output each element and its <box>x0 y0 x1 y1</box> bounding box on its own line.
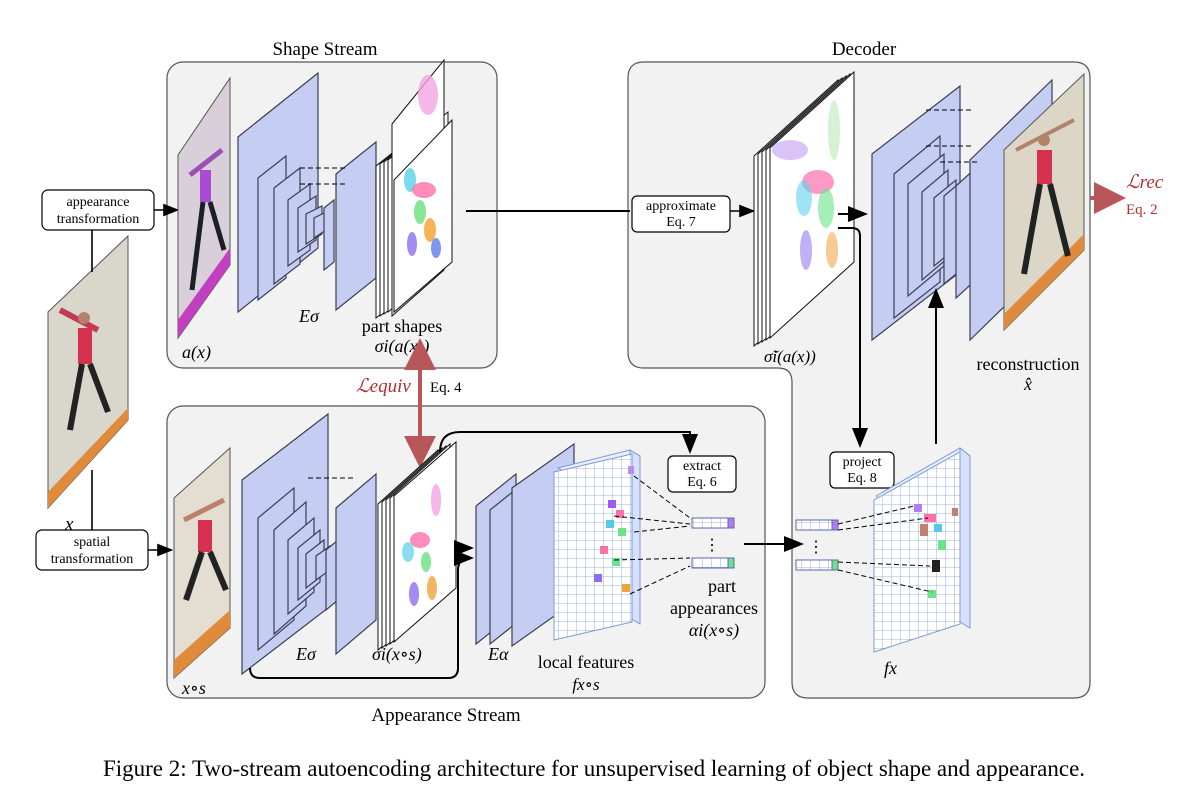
spatially-transformed-image <box>173 446 231 680</box>
loss-equiv-eq: Eq. 4 <box>430 380 462 396</box>
approximate-line2: Eq. 7 <box>666 215 696 230</box>
e-sigma-top-label: Eσ <box>298 306 320 326</box>
decoder-title: Decoder <box>832 39 897 60</box>
project-line1: project <box>843 455 882 470</box>
encoder-e-sigma-bottom <box>241 412 377 676</box>
reconstruction-label: reconstruction <box>977 354 1080 374</box>
approximated-shape-blobs <box>772 100 840 270</box>
appearance-transformation-line2: transformation <box>57 212 139 227</box>
loss-rec-eq: Eq. 2 <box>1126 202 1158 218</box>
vdots-appearance: ⋮ <box>704 537 720 554</box>
extract-line2: Eq. 6 <box>687 475 717 490</box>
vdots-decoder: ⋮ <box>808 539 824 556</box>
sigma-tilde-label: σ̃i(a(x)) <box>764 347 816 366</box>
a-of-x-label: a(x) <box>182 342 211 363</box>
extract-box <box>667 455 737 493</box>
part-shape-blobs-top <box>404 75 441 258</box>
project-line2: Eq. 8 <box>847 471 877 486</box>
x-hat-label: x̂ <box>1023 374 1032 394</box>
fx-feature-grid <box>873 446 971 653</box>
loss-equiv-label: ℒequiv <box>356 376 411 397</box>
decoder-part-vectors <box>795 519 839 571</box>
part-shapes-label: part shapes <box>362 316 442 336</box>
project-box <box>829 451 895 489</box>
e-alpha-label: Eα <box>487 644 509 664</box>
shape-stream-title: Shape Stream <box>272 39 377 60</box>
alpha-xs-label: αi(x∘s) <box>689 620 739 641</box>
local-features-grid <box>553 449 642 641</box>
input-x-label: x <box>64 514 74 535</box>
encoder-e-sigma-top <box>237 71 377 314</box>
part-shape-blobs-xs <box>402 484 441 606</box>
f-x-label: fx <box>884 658 897 678</box>
spatial-transformation-line2: transformation <box>51 552 133 567</box>
figure-caption: Figure 2: Two-stream autoencoding archit… <box>102 756 1086 781</box>
appearances-label: appearances <box>670 598 758 618</box>
part-appearance-vectors <box>691 517 735 569</box>
appearance-stream-title: Appearance Stream <box>371 705 521 726</box>
extract-line1: extract <box>683 459 721 474</box>
x-circ-s-label: x∘s <box>181 678 206 698</box>
appearance-transformation-line1: appearance <box>67 195 130 210</box>
spatial-transformation-line1: spatial <box>74 535 111 550</box>
approximate-line1: approximate <box>646 199 716 214</box>
e-sigma-bottom-label: Eσ <box>295 644 317 664</box>
appearance-transformed-image <box>177 76 231 340</box>
f-xs-label: fx∘s <box>572 675 600 694</box>
reconstruction-image <box>1003 72 1085 332</box>
input-image-x <box>47 234 129 510</box>
sigma-xs-label: σi(x∘s) <box>372 644 422 665</box>
part-shapes-stack <box>375 58 453 320</box>
local-features-label: local features <box>538 652 634 672</box>
part-label: part <box>708 576 736 596</box>
approximate-box <box>631 195 731 233</box>
loss-rec-label: ℒrec <box>1126 172 1164 193</box>
